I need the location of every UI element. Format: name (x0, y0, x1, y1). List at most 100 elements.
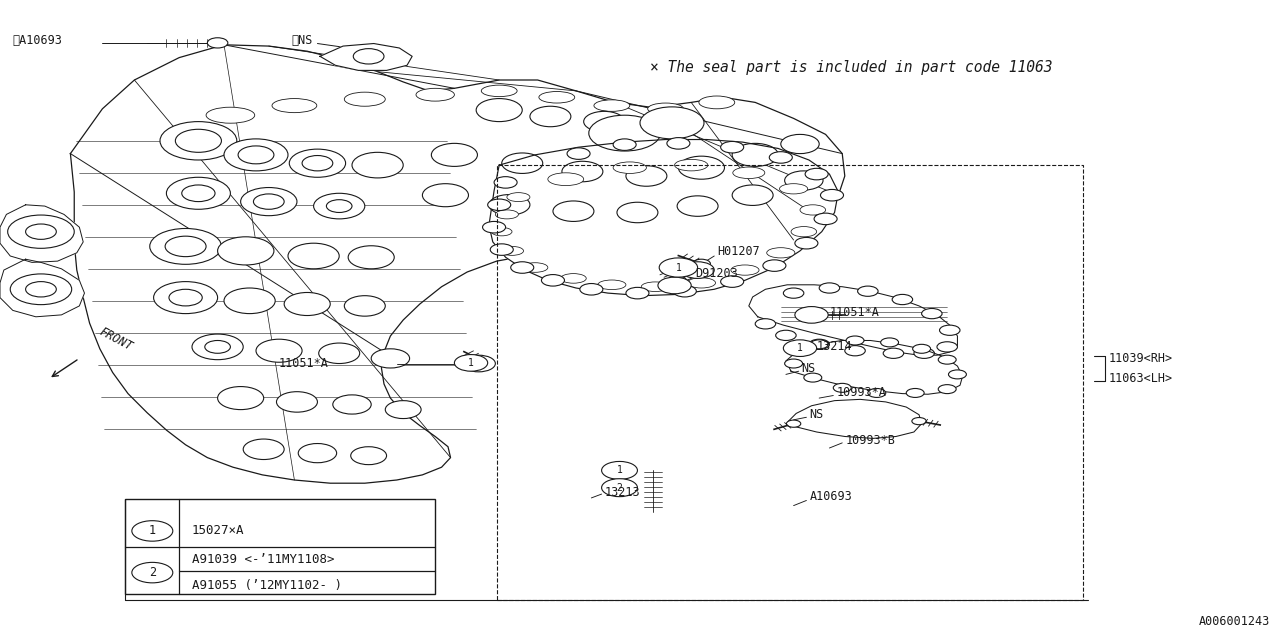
Circle shape (805, 168, 828, 180)
Circle shape (238, 146, 274, 164)
Circle shape (833, 383, 851, 392)
Circle shape (602, 461, 637, 479)
Text: 13213: 13213 (604, 486, 640, 499)
Circle shape (454, 355, 488, 371)
Circle shape (351, 447, 387, 465)
Text: H01207: H01207 (717, 245, 759, 258)
Circle shape (795, 237, 818, 249)
Circle shape (288, 243, 339, 269)
Ellipse shape (731, 265, 759, 275)
Circle shape (284, 292, 330, 316)
Circle shape (732, 185, 773, 205)
Polygon shape (0, 259, 84, 317)
Circle shape (769, 152, 792, 163)
Ellipse shape (800, 205, 826, 215)
Circle shape (809, 339, 829, 349)
Circle shape (10, 274, 72, 305)
Circle shape (692, 259, 710, 268)
Circle shape (333, 395, 371, 414)
Polygon shape (749, 285, 957, 355)
Circle shape (763, 260, 786, 271)
Text: 2: 2 (148, 566, 156, 579)
Circle shape (541, 275, 564, 286)
Circle shape (617, 202, 658, 223)
Ellipse shape (594, 100, 630, 111)
Text: 1: 1 (617, 465, 622, 476)
Ellipse shape (687, 278, 716, 288)
Circle shape (584, 111, 625, 132)
Circle shape (488, 199, 511, 211)
Ellipse shape (206, 108, 255, 124)
Circle shape (26, 282, 56, 297)
Circle shape (613, 139, 636, 150)
Circle shape (602, 479, 637, 497)
Circle shape (845, 346, 865, 356)
Circle shape (224, 288, 275, 314)
Polygon shape (320, 44, 412, 70)
Circle shape (785, 359, 803, 368)
Circle shape (913, 344, 931, 353)
Ellipse shape (675, 159, 708, 171)
Circle shape (795, 307, 828, 323)
Circle shape (476, 99, 522, 122)
Ellipse shape (273, 99, 317, 113)
Circle shape (906, 388, 924, 397)
Circle shape (353, 49, 384, 64)
Circle shape (319, 343, 360, 364)
Circle shape (810, 340, 828, 349)
Text: 1: 1 (468, 358, 474, 368)
Circle shape (462, 355, 495, 372)
Ellipse shape (598, 280, 626, 289)
Circle shape (567, 148, 590, 159)
Ellipse shape (699, 96, 735, 109)
Ellipse shape (732, 167, 765, 179)
Circle shape (858, 286, 878, 296)
Text: × The seal part is included in part code 11063: × The seal part is included in part code… (650, 60, 1052, 75)
Bar (125, 499, 435, 594)
Circle shape (677, 196, 718, 216)
Circle shape (348, 246, 394, 269)
Text: A006001243: A006001243 (1198, 616, 1270, 628)
Ellipse shape (507, 193, 530, 202)
Circle shape (553, 201, 594, 221)
Circle shape (192, 334, 243, 360)
Circle shape (175, 129, 221, 152)
Text: D91203: D91203 (695, 267, 737, 280)
Circle shape (562, 161, 603, 182)
Circle shape (938, 385, 956, 394)
Text: NS: NS (809, 408, 823, 421)
Circle shape (502, 153, 543, 173)
Circle shape (846, 336, 864, 345)
Circle shape (489, 195, 530, 215)
Circle shape (207, 38, 228, 48)
Text: 1: 1 (797, 343, 803, 353)
Circle shape (626, 287, 649, 299)
Text: 11051*A: 11051*A (829, 306, 879, 319)
Ellipse shape (500, 246, 524, 255)
Ellipse shape (344, 92, 385, 106)
Circle shape (678, 156, 724, 179)
Circle shape (721, 276, 744, 287)
Text: 13214: 13214 (817, 340, 852, 353)
Circle shape (808, 310, 826, 319)
Circle shape (781, 134, 819, 154)
Text: ※NS: ※NS (292, 35, 314, 47)
Polygon shape (786, 340, 963, 394)
Text: 11039<RH>: 11039<RH> (1108, 352, 1172, 365)
Circle shape (938, 355, 956, 364)
Circle shape (883, 348, 904, 358)
Circle shape (948, 370, 966, 379)
Text: 1: 1 (676, 262, 681, 273)
Circle shape (475, 357, 493, 366)
Circle shape (483, 221, 506, 233)
Circle shape (289, 149, 346, 177)
Ellipse shape (522, 263, 548, 273)
Circle shape (154, 282, 218, 314)
Circle shape (783, 288, 804, 298)
Circle shape (911, 417, 927, 425)
Circle shape (422, 184, 468, 207)
Text: A91055 (’12MY1102- ): A91055 (’12MY1102- ) (192, 579, 342, 592)
Circle shape (640, 107, 704, 139)
Circle shape (344, 296, 385, 316)
Circle shape (298, 444, 337, 463)
